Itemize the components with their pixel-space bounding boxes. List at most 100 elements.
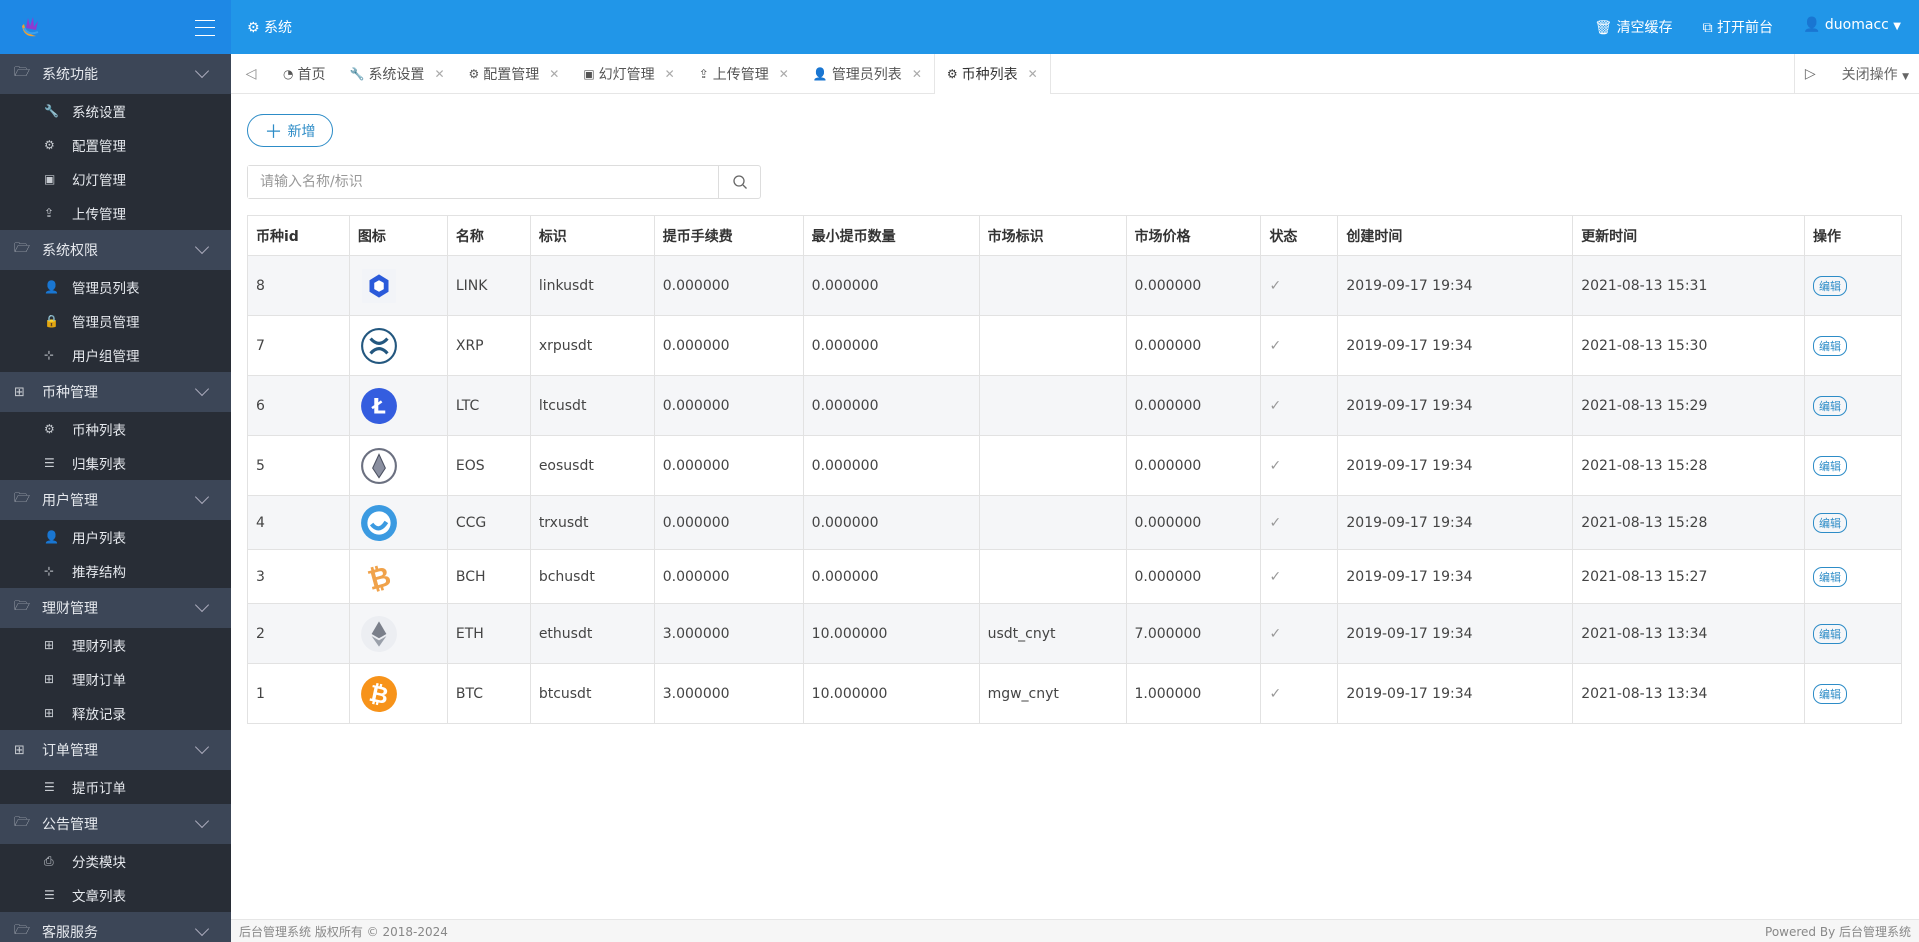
- checkmark-icon: ✓: [1269, 457, 1282, 474]
- table-row: 7 XRP xrpusdt 0.000000 0.000000 0.000000 ✓ 2019…: [247, 315, 1902, 376]
- close-icon[interactable]: ✕: [664, 66, 675, 81]
- table-header-row: 币种id 图标 名称 标识 提币手续费 最小提币数量 市场标识 市场价格 状态 创建时间 更新时间操…: [247, 215, 1902, 256]
- sidebar-item[interactable]: ☰ 提币订单: [0, 770, 231, 804]
- sidebar-group[interactable]: 🗁 系统功能: [0, 54, 231, 94]
- close-icon[interactable]: ✕: [434, 66, 445, 81]
- edit-button[interactable]: 编辑: [1813, 335, 1847, 356]
- add-button[interactable]: ＋新增: [247, 114, 333, 147]
- tab[interactable]: ▣ 幻灯管理 ✕: [571, 54, 686, 94]
- edit-button[interactable]: 编辑: [1813, 512, 1847, 533]
- sidebar-item[interactable]: ▣ 幻灯管理: [0, 162, 231, 196]
- edit-button[interactable]: 编辑: [1813, 566, 1847, 587]
- logo-bar: [0, 0, 231, 54]
- sidebar-item[interactable]: 🔧 系统设置: [0, 94, 231, 128]
- tab-scroll-left-icon[interactable]: ◁: [245, 65, 257, 82]
- sidebar-item[interactable]: ⇪ 上传管理: [0, 196, 231, 230]
- table-row: 5 EOS eosusdt 0.000000 0.000000 0.000000 ✓ 2019…: [247, 435, 1902, 496]
- column-header: 币种id: [247, 215, 350, 256]
- edit-button[interactable]: 编辑: [1813, 623, 1847, 644]
- sidebar-group[interactable]: ⊞ 币种管理: [0, 372, 231, 412]
- sidebar-group-label: 系统功能: [42, 67, 98, 83]
- cell-icon: [348, 435, 448, 496]
- tab[interactable]: 👤 管理员列表 ✕: [801, 54, 934, 94]
- user-menu[interactable]: 👤 duomacc ▼: [1803, 17, 1901, 37]
- caret-down-icon: ▼: [1893, 21, 1901, 32]
- checkmark-icon: ✓: [1269, 625, 1282, 642]
- header-title-text: 系统: [264, 20, 293, 36]
- cell-status: ✓: [1260, 375, 1339, 436]
- chevron-down-icon: [194, 597, 210, 613]
- tab[interactable]: 🔧 系统设置 ✕: [337, 54, 456, 94]
- grid-icon: ⊞: [44, 672, 55, 686]
- sidebar-item[interactable]: ⊞ 理财列表: [0, 628, 231, 662]
- cell-action: 编辑: [1804, 255, 1902, 316]
- sidebar-group[interactable]: 🗁 公告管理: [0, 804, 231, 844]
- clear-cache-label: 清空缓存: [1616, 20, 1673, 36]
- cell-min: 0.000000: [802, 255, 980, 316]
- sidebar-item[interactable]: 🔒 管理员管理: [0, 304, 231, 338]
- sidebar-item[interactable]: ⊹ 推荐结构: [0, 554, 231, 588]
- sidebar-group[interactable]: 🗁 系统权限: [0, 230, 231, 270]
- cell-updated: 2021-08-13 15:31: [1572, 255, 1805, 316]
- sidebar-item[interactable]: 👤 管理员列表: [0, 270, 231, 304]
- sidebar-group[interactable]: 🗁 理财管理: [0, 588, 231, 628]
- sidebar-item[interactable]: 👤 用户列表: [0, 520, 231, 554]
- sidebar-group[interactable]: ⊞ 订单管理: [0, 730, 231, 770]
- column-header: 状态: [1260, 215, 1339, 256]
- sidebar-item-label: 文章列表: [72, 889, 126, 905]
- cell-updated: 2021-08-13 15:29: [1572, 375, 1805, 436]
- edit-button[interactable]: 编辑: [1813, 275, 1847, 296]
- chevron-down-icon: [194, 63, 210, 79]
- sidebar-item[interactable]: ⊞ 释放记录: [0, 696, 231, 730]
- cell-id: 2: [247, 603, 350, 664]
- close-icon[interactable]: ✕: [911, 66, 922, 81]
- sidebar-item-label: 上传管理: [72, 207, 126, 223]
- column-header: 名称: [446, 215, 531, 256]
- sidebar-item-label: 用户列表: [72, 531, 126, 547]
- sidebar-item-label: 管理员列表: [72, 281, 140, 297]
- table-row: 6 Ł LTC ltcusdt 0.000000 0.000000 0.000000 ✓ 201…: [247, 375, 1902, 436]
- sidebar-group-label: 用户管理: [42, 493, 98, 509]
- image-icon: ▣: [583, 66, 595, 81]
- tab[interactable]: ◔ 首页: [271, 54, 337, 94]
- tab[interactable]: ⚙ 币种列表 ✕: [933, 53, 1051, 94]
- sidebar-group[interactable]: 🗁 用户管理: [0, 480, 231, 520]
- folder-icon: 🗁: [14, 491, 31, 506]
- sidebar-item[interactable]: ☰ 归集列表: [0, 446, 231, 480]
- sidebar-group[interactable]: 🗁 客服服务: [0, 912, 231, 942]
- tab[interactable]: ⚙ 配置管理 ✕: [457, 54, 572, 94]
- sitemap-icon: ⊹: [44, 348, 55, 362]
- menu-toggle-icon[interactable]: [195, 20, 215, 36]
- close-icon[interactable]: ✕: [549, 66, 560, 81]
- tab[interactable]: ⇪ 上传管理 ✕: [687, 54, 801, 94]
- sidebar-group-label: 币种管理: [42, 385, 98, 401]
- sidebar-item[interactable]: ☰ 文章列表: [0, 878, 231, 912]
- cell-market: mgw_cnyt: [978, 663, 1127, 724]
- close-icon[interactable]: ✕: [778, 66, 789, 81]
- sidebar-item[interactable]: ⊹ 用户组管理: [0, 338, 231, 372]
- sidebar-item[interactable]: ⎙ 分类模块: [0, 844, 231, 878]
- close-operations[interactable]: ▷ 关闭操作 ▼: [1793, 54, 1919, 94]
- tab-scroll-right-icon[interactable]: ▷: [1804, 66, 1816, 82]
- open-frontend-button[interactable]: ⧉ 打开前台: [1703, 17, 1773, 37]
- checkmark-icon: ✓: [1269, 685, 1282, 702]
- edit-button[interactable]: 编辑: [1813, 455, 1847, 476]
- sidebar-item[interactable]: ⊞ 理财订单: [0, 662, 231, 696]
- cell-name: BCH: [446, 549, 531, 604]
- tab-bar: ◁ ◔ 首页 🔧 系统设置 ✕ ⚙ 配置管理 ✕ ▣ 幻灯管理 ✕ ⇪ 上传管理 ✕ 👤 管理员列表 ✕ ⚙ 币种列…: [231, 53, 1919, 94]
- logo-icon: [22, 17, 39, 37]
- sidebar-group-label: 订单管理: [42, 743, 98, 759]
- sidebar-item[interactable]: ⚙ 配置管理: [0, 128, 231, 162]
- sidebar-item-label: 幻灯管理: [72, 173, 126, 189]
- copyright: 后台管理系统 版权所有 © 2018-2024: [239, 924, 448, 939]
- svg-text:Ł: Ł: [371, 393, 386, 418]
- cell-action: 编辑: [1804, 315, 1902, 376]
- edit-button[interactable]: 编辑: [1813, 683, 1847, 704]
- search-input[interactable]: [248, 166, 718, 198]
- chevron-down-icon: [194, 813, 210, 829]
- close-icon[interactable]: ✕: [1027, 66, 1038, 81]
- search-button[interactable]: [718, 166, 760, 198]
- clear-cache-button[interactable]: 🗑 清空缓存: [1594, 17, 1672, 37]
- edit-button[interactable]: 编辑: [1813, 395, 1847, 416]
- sidebar-item[interactable]: ⚙ 币种列表: [0, 412, 231, 446]
